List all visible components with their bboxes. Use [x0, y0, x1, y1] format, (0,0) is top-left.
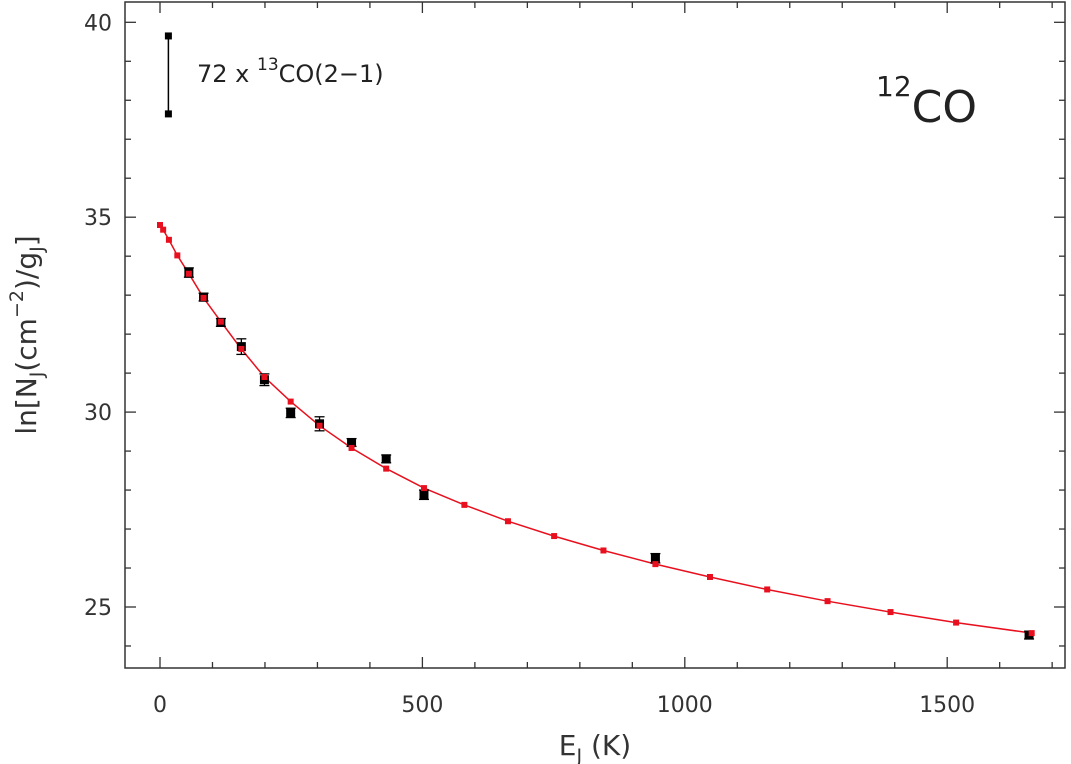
- model-point: [217, 318, 224, 325]
- x-tick-label: 0: [153, 693, 167, 718]
- y-tick-labels: 25 30 35 40: [84, 11, 112, 621]
- model-point: [316, 422, 323, 429]
- model-point: [600, 547, 607, 554]
- model-point: [160, 226, 167, 233]
- model-point: [551, 533, 558, 540]
- model-point: [461, 501, 468, 508]
- model-point: [185, 270, 192, 277]
- model-point: [887, 609, 894, 616]
- model-point: [420, 485, 427, 492]
- species-label: 12CO: [876, 70, 977, 133]
- model-point: [348, 444, 355, 451]
- model-point: [706, 573, 713, 580]
- model-point: [652, 561, 659, 568]
- x-axis-title: EJ (K): [559, 729, 631, 764]
- x-tick-label: 1500: [919, 693, 975, 718]
- model-point: [165, 236, 172, 243]
- y-axis-title: ln[NJ(cm−2)/gJ]: [6, 235, 48, 434]
- model-point: [1028, 630, 1035, 637]
- errorbar-annotation-label: 72 x 13CO(2−1): [197, 55, 384, 88]
- data-point: [419, 490, 429, 500]
- y-tick-label: 35: [84, 206, 112, 231]
- y-tick-label: 40: [84, 11, 112, 36]
- model-point: [157, 221, 163, 228]
- model-point: [238, 345, 245, 352]
- data-markers: [157, 221, 1035, 640]
- x-tick-label: 500: [401, 693, 443, 718]
- model-point: [824, 598, 831, 605]
- data-point: [286, 408, 296, 418]
- model-point: [953, 619, 960, 626]
- model-curve-line: [159, 224, 1032, 634]
- y-tick-label: 25: [84, 596, 112, 621]
- model-point: [764, 586, 771, 593]
- y-tick-label: 30: [84, 401, 112, 426]
- errorbar-annotation-top-marker: [164, 32, 172, 40]
- axis-ticks: [125, 2, 1065, 668]
- model-point: [261, 374, 268, 381]
- model-point: [287, 398, 294, 405]
- model-point: [174, 252, 181, 259]
- model-point: [383, 465, 390, 472]
- x-tick-labels: 0 500 1000 1500: [153, 693, 975, 718]
- data-point: [650, 553, 660, 563]
- x-tick-label: 1000: [657, 693, 713, 718]
- errorbar-annotation: [164, 32, 172, 118]
- model-point: [200, 294, 207, 301]
- model-point: [504, 518, 511, 525]
- data-point: [381, 454, 391, 464]
- plot-frame: [124, 1, 1066, 669]
- data-point: [347, 438, 357, 448]
- errorbar-annotation-bottom-marker: [164, 110, 172, 118]
